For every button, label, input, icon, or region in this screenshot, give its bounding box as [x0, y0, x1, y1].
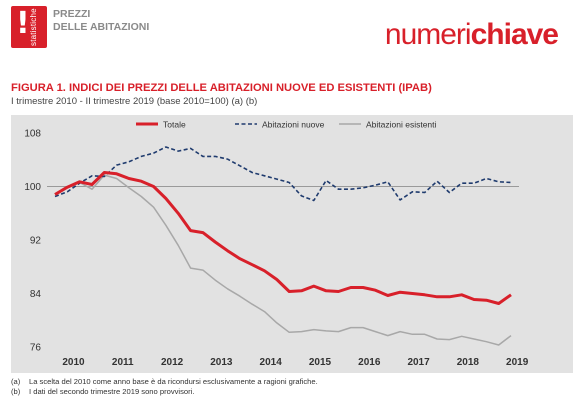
publication-title: PREZZI DELLE ABITAZIONI — [53, 8, 149, 34]
note-b-text: I dati del secondo trimestre 2019 sono p… — [29, 387, 195, 396]
y-tick-label-4: 108 — [24, 129, 41, 140]
logo-text: statistiche — [29, 8, 38, 46]
wordmark-light: numeri — [384, 18, 472, 51]
series-line-abitazioni-nuove — [54, 146, 512, 202]
figure-title: FIGURA 1. INDICI DEI PREZZI DELLE ABITAZ… — [11, 82, 432, 94]
line-chart: 76 84 92 100 108 2010 2011 2012 2013 2014 2015 2016… — [24, 120, 529, 369]
series-wordmark: numerichiave — [384, 18, 559, 52]
x-tick-label-2019: 2019 — [506, 357, 529, 368]
wordmark-bold: chiave — [470, 18, 559, 51]
note-b-marker: (b) — [11, 387, 21, 396]
x-tick-label-2015: 2015 — [309, 357, 332, 368]
note-a: (a) La scelta del 2010 come anno base è d… — [11, 377, 318, 387]
series-line-totale — [54, 171, 512, 305]
legend-label-totale: Totale — [163, 120, 186, 130]
x-tick-label-2011: 2011 — [112, 357, 134, 368]
publication-title-line2: DELLE ABITAZIONI — [53, 21, 150, 33]
y-tick-label-3: 100 — [24, 182, 41, 193]
legend-label-abitazioni-esistenti: Abitazioni esistenti — [366, 120, 437, 130]
y-tick-label-2: 92 — [30, 236, 42, 247]
x-tick-label-2016: 2016 — [358, 357, 381, 368]
x-tick-label-2012: 2012 — [161, 357, 184, 368]
note-b: (b) I dati del secondo trimestre 2019 son… — [11, 387, 318, 397]
chart-panel: 76 84 92 100 108 2010 2011 2012 2013 2014 2015 2016… — [11, 115, 573, 373]
note-a-marker: (a) — [11, 377, 21, 386]
logo-exclamation-icon: ! — [16, 6, 30, 41]
y-tick-label-0: 76 — [30, 343, 42, 354]
series-line-abitazioni-esistenti — [54, 174, 512, 346]
x-tick-label-2013: 2013 — [210, 357, 233, 368]
x-tick-label-2018: 2018 — [457, 357, 480, 368]
x-tick-label-2014: 2014 — [260, 357, 283, 368]
y-tick-label-1: 84 — [30, 289, 42, 300]
figure-subtitle: I trimestre 2010 - II trimestre 2019 (ba… — [11, 96, 258, 107]
publication-title-line1: PREZZI — [53, 8, 91, 20]
chart-notes: (a) La scelta del 2010 come anno base è d… — [11, 377, 318, 397]
note-a-text: La scelta del 2010 come anno base è da r… — [29, 377, 318, 386]
istat-logo: ! statistiche — [11, 6, 47, 48]
x-tick-label-2010: 2010 — [62, 357, 85, 368]
legend-label-abitazioni-nuove: Abitazioni nuove — [262, 120, 325, 130]
x-tick-label-2017: 2017 — [407, 357, 430, 368]
